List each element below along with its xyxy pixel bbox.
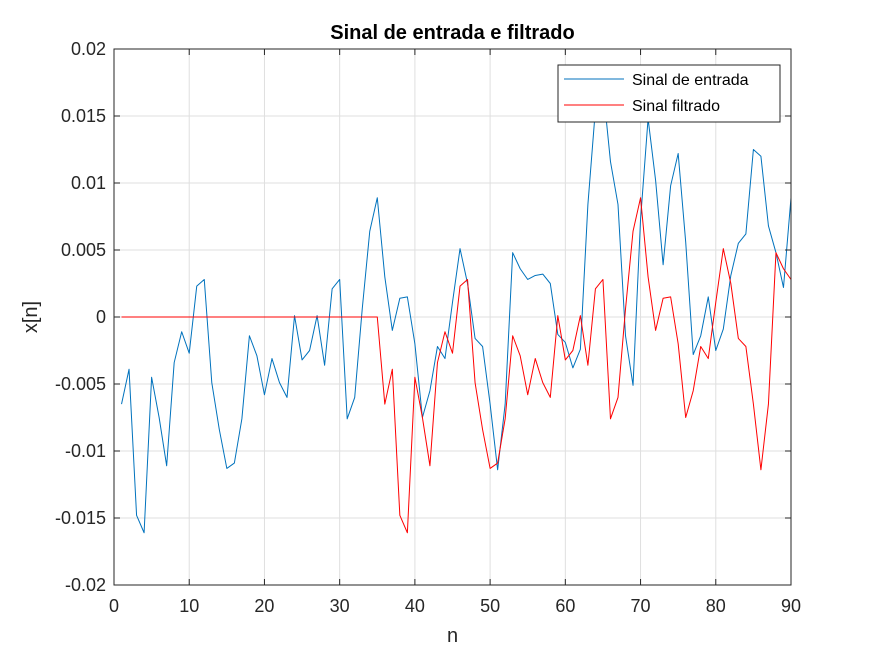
series-line-input [121, 86, 792, 534]
y-tick-label: 0.005 [61, 240, 106, 260]
y-tick-label: 0.015 [61, 106, 106, 126]
x-tick-label: 10 [179, 596, 199, 616]
y-tick-label: -0.02 [65, 575, 106, 595]
x-tick-label: 60 [555, 596, 575, 616]
legend-box [557, 64, 781, 123]
y-tick-label: -0.01 [65, 441, 106, 461]
legend: Sinal de entrada Sinal filtrado [557, 64, 781, 123]
y-tick-label: 0 [96, 307, 106, 327]
x-tick-label: 20 [254, 596, 274, 616]
x-tick-label: 40 [405, 596, 425, 616]
y-tick-label: 0.02 [71, 39, 106, 59]
chart-title: Sinal de entrada e filtrado [330, 22, 575, 44]
x-tick-label: 70 [631, 596, 651, 616]
legend-label-filtered: Sinal filtrado [632, 98, 720, 115]
x-tick-label: 30 [330, 596, 350, 616]
y-axis-label: x[n] [20, 301, 42, 333]
y-tick-label: -0.015 [55, 508, 106, 528]
y-tick-label: -0.005 [55, 374, 106, 394]
axis-ticks: 0 10 20 30 40 50 60 70 80 90 -0.02 -0.015 -0.01 -0.00… [55, 39, 801, 616]
x-tick-label: 50 [480, 596, 500, 616]
series-line-filtered [121, 197, 792, 534]
legend-label-input: Sinal de entrada [632, 72, 749, 89]
series-lines [121, 86, 792, 534]
x-tick-label: 90 [781, 596, 801, 616]
x-axis-label: n [447, 625, 458, 647]
x-tick-label: 80 [706, 596, 726, 616]
y-tick-label: 0.01 [71, 173, 106, 193]
x-tick-label: 0 [109, 596, 119, 616]
